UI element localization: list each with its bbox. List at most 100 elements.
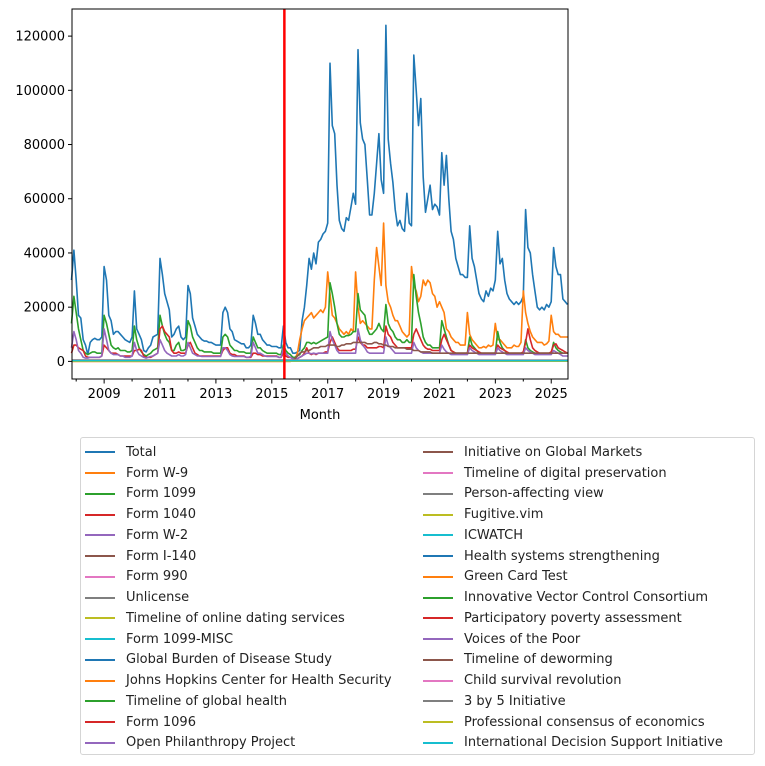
legend-column-right: Initiative on Global Markets Timeline of … — [419, 442, 723, 753]
legend-item: Professional consensus of economics — [419, 712, 723, 733]
y-tick-label: 80000 — [24, 138, 65, 153]
legend-line-swatch — [423, 679, 453, 682]
legend-item: Timeline of online dating services — [81, 608, 392, 629]
legend-line-swatch — [423, 658, 453, 661]
legend: Total Form W-9 Form 1099 Form 1040 Form W-2 F… — [80, 437, 755, 755]
legend-label: Health systems strengthening — [464, 548, 660, 564]
legend-item: 3 by 5 Initiative — [419, 691, 723, 712]
legend-item: Form 990 — [81, 567, 392, 588]
legend-item: Open Philanthropy Project — [81, 733, 392, 754]
legend-line-swatch — [423, 575, 453, 578]
legend-item: Voices of the Poor — [419, 629, 723, 650]
legend-line-swatch — [85, 492, 115, 495]
legend-item: Global Burden of Disease Study — [81, 650, 392, 671]
legend-line-swatch — [85, 472, 115, 475]
legend-label: Total — [126, 444, 157, 460]
x-tick-label: 2009 — [88, 387, 121, 402]
legend-label: Fugitive.vim — [464, 507, 544, 523]
legend-label: Open Philanthropy Project — [126, 735, 296, 751]
y-tick-label: 100000 — [15, 84, 65, 99]
legend-line-swatch — [85, 596, 115, 599]
legend-line-swatch — [423, 638, 453, 641]
legend-line-swatch — [423, 721, 453, 724]
legend-line-swatch — [85, 679, 115, 682]
legend-label: Timeline of online dating services — [126, 610, 345, 626]
x-tick-label: 2015 — [255, 387, 288, 402]
legend-label: ICWATCH — [464, 527, 523, 543]
legend-label: Professional consensus of economics — [464, 714, 705, 730]
y-axis: 0 20000 40000 60000 80000 100000 120000 — [15, 30, 72, 370]
legend-label: Global Burden of Disease Study — [126, 652, 332, 668]
legend-line-swatch — [85, 741, 115, 744]
legend-item: Initiative on Global Markets — [419, 442, 723, 463]
legend-label: Form 990 — [126, 569, 188, 585]
legend-item: Total — [81, 442, 392, 463]
legend-item: Green Card Test — [419, 567, 723, 588]
x-axis: 2009 2011 2013 2015 2017 2019 2021 2023 2025 — [75, 379, 568, 402]
legend-item: Person-affecting view — [419, 484, 723, 505]
legend-label: Green Card Test — [464, 569, 568, 585]
legend-item: Form 1099 — [81, 484, 392, 505]
x-tick-label: 2023 — [479, 387, 512, 402]
legend-line-swatch — [85, 721, 115, 724]
legend-label: Form 1099 — [126, 486, 196, 502]
legend-line-swatch — [423, 472, 453, 475]
y-tick-label: 120000 — [15, 30, 65, 45]
legend-label: Person-affecting view — [464, 486, 604, 502]
legend-label: Form 1099-MISC — [126, 631, 234, 647]
legend-item: ICWATCH — [419, 525, 723, 546]
legend-line-swatch — [85, 638, 115, 641]
x-tick-label: 2025 — [535, 387, 568, 402]
legend-label: Timeline of global health — [126, 693, 288, 709]
legend-line-swatch — [85, 700, 115, 703]
legend-line-swatch — [85, 555, 115, 558]
legend-item: Timeline of deworming — [419, 650, 723, 671]
plot-frame — [71, 8, 569, 380]
legend-label: Form 1096 — [126, 714, 196, 730]
legend-line-swatch — [85, 575, 115, 578]
legend-label: International Decision Support Initiativ… — [464, 735, 723, 751]
legend-item: International Decision Support Initiativ… — [419, 733, 723, 754]
x-tick-label: 2019 — [367, 387, 400, 402]
legend-label: Timeline of deworming — [464, 652, 613, 668]
legend-line-swatch — [85, 658, 115, 661]
legend-column-left: Total Form W-9 Form 1099 Form 1040 Form W-2 F… — [81, 442, 392, 753]
legend-item: Form 1099-MISC — [81, 629, 392, 650]
legend-label: 3 by 5 Initiative — [464, 693, 566, 709]
legend-label: Unlicense — [126, 590, 190, 606]
x-tick-label: 2017 — [311, 387, 344, 402]
legend-item: Fugitive.vim — [419, 504, 723, 525]
legend-line-swatch — [423, 492, 453, 495]
legend-line-swatch — [423, 534, 453, 537]
series-line-4 — [70, 328, 568, 360]
series-line-0 — [70, 24, 569, 356]
legend-label: Child survival revolution — [464, 673, 622, 689]
legend-line-swatch — [85, 534, 115, 537]
legend-label: Form 1040 — [126, 507, 196, 523]
legend-line-swatch — [423, 596, 453, 599]
series-layer — [70, 24, 569, 363]
legend-item: Child survival revolution — [419, 670, 723, 691]
legend-item: Form W-9 — [81, 463, 392, 484]
legend-item: Health systems strengthening — [419, 546, 723, 567]
x-axis-label: Month — [300, 408, 341, 423]
legend-label: Timeline of digital preservation — [464, 465, 667, 481]
legend-line-swatch — [423, 513, 453, 516]
legend-item: Form 1040 — [81, 504, 392, 525]
y-tick-label: 60000 — [24, 192, 65, 207]
y-tick-label: 40000 — [24, 246, 65, 261]
legend-item: Form 1096 — [81, 712, 392, 733]
legend-item: Johns Hopkins Center for Health Security — [81, 670, 392, 691]
legend-label: Participatory poverty assessment — [464, 610, 682, 626]
legend-label: Form W-9 — [126, 465, 189, 481]
x-tick-label: 2013 — [199, 387, 232, 402]
legend-item: Participatory poverty assessment — [419, 608, 723, 629]
legend-line-swatch — [423, 451, 453, 454]
y-tick-label: 0 — [57, 355, 65, 370]
legend-item: Form W-2 — [81, 525, 392, 546]
legend-line-swatch — [85, 617, 115, 620]
legend-label: Form I-140 — [126, 548, 197, 564]
legend-item: Timeline of global health — [81, 691, 392, 712]
legend-line-swatch — [423, 555, 453, 558]
